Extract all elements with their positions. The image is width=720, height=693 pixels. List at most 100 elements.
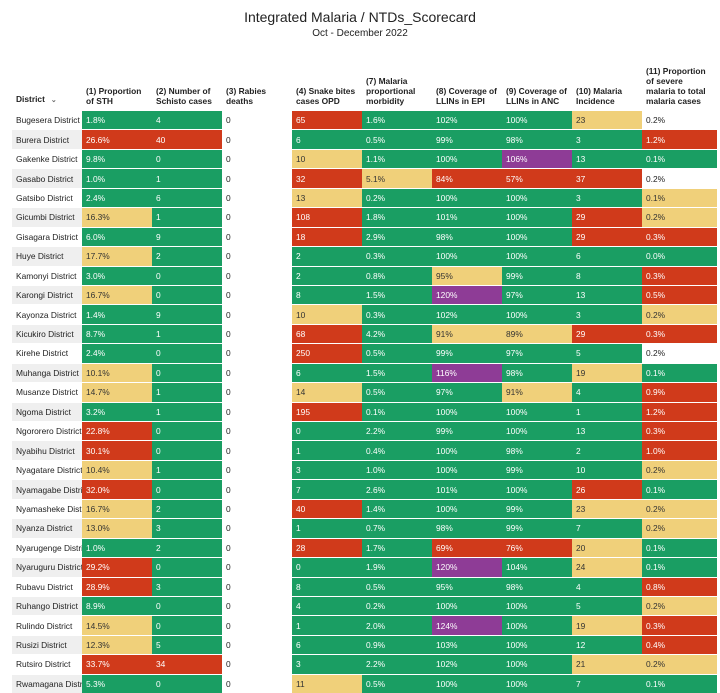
value-cell: 97% bbox=[502, 285, 572, 304]
column-header-label: (1) Proportion of STH bbox=[86, 86, 141, 106]
value-cell: 20 bbox=[572, 538, 642, 557]
value-cell: 40 bbox=[292, 499, 362, 518]
value-cell: 6 bbox=[292, 635, 362, 654]
value-cell: 24 bbox=[572, 558, 642, 577]
value-cell: 2.0% bbox=[362, 616, 432, 635]
value-cell: 1.6% bbox=[362, 111, 432, 130]
value-cell: 32.0% bbox=[82, 480, 152, 499]
value-cell: 0.2% bbox=[642, 344, 717, 363]
value-cell: 0 bbox=[222, 247, 292, 266]
value-cell: 0.3% bbox=[362, 247, 432, 266]
value-cell: 8.9% bbox=[82, 596, 152, 615]
value-cell: 2 bbox=[152, 538, 222, 557]
column-header-district[interactable]: District⌄ bbox=[12, 48, 82, 111]
value-cell: 100% bbox=[432, 402, 502, 421]
value-cell: 0 bbox=[222, 383, 292, 402]
district-cell: Nyarugenge District bbox=[12, 538, 82, 557]
value-cell: 2 bbox=[292, 266, 362, 285]
value-cell: 91% bbox=[502, 383, 572, 402]
value-cell: 100% bbox=[432, 674, 502, 693]
column-header-9: (11) Proportion of severe malaria to tot… bbox=[642, 48, 717, 111]
district-cell: Kirehe District bbox=[12, 344, 82, 363]
value-cell: 99% bbox=[432, 344, 502, 363]
value-cell: 102% bbox=[432, 111, 502, 130]
district-cell: Kicukiro District bbox=[12, 324, 82, 343]
district-cell: Musanze District bbox=[12, 383, 82, 402]
value-cell: 100% bbox=[432, 441, 502, 460]
column-header-8: (10) Malaria Incidence bbox=[572, 48, 642, 111]
scorecard-table-container: District⌄(1) Proportion of STH (2) Number… bbox=[12, 48, 717, 693]
value-cell: 0 bbox=[152, 674, 222, 693]
sort-icon[interactable]: ⌄ bbox=[51, 96, 57, 106]
value-cell: 100% bbox=[432, 596, 502, 615]
district-cell: Karongi District bbox=[12, 285, 82, 304]
district-cell: Gasabo District bbox=[12, 169, 82, 188]
district-cell: Nyabihu District bbox=[12, 441, 82, 460]
value-cell: 98% bbox=[502, 577, 572, 596]
district-cell: Rusizi District bbox=[12, 635, 82, 654]
value-cell: 0.5% bbox=[362, 130, 432, 149]
value-cell: 26.6% bbox=[82, 130, 152, 149]
value-cell: 100% bbox=[432, 247, 502, 266]
value-cell: 124% bbox=[432, 616, 502, 635]
value-cell: 1 bbox=[292, 519, 362, 538]
value-cell: 0 bbox=[152, 363, 222, 382]
value-cell: 0.5% bbox=[362, 577, 432, 596]
district-cell: Rulindo District bbox=[12, 616, 82, 635]
value-cell: 6.0% bbox=[82, 227, 152, 246]
value-cell: 3 bbox=[572, 305, 642, 324]
value-cell: 29 bbox=[572, 227, 642, 246]
value-cell: 0 bbox=[152, 285, 222, 304]
district-cell: Gisagara District bbox=[12, 227, 82, 246]
value-cell: 5.1% bbox=[362, 169, 432, 188]
value-cell: 0.5% bbox=[362, 674, 432, 693]
value-cell: 0 bbox=[222, 460, 292, 479]
value-cell: 3 bbox=[152, 519, 222, 538]
value-cell: 32 bbox=[292, 169, 362, 188]
value-cell: 8 bbox=[292, 285, 362, 304]
value-cell: 9.8% bbox=[82, 149, 152, 168]
value-cell: 23 bbox=[572, 499, 642, 518]
value-cell: 2.4% bbox=[82, 188, 152, 207]
table-row: Rwamagana District5.3%00110.5%100%100%70… bbox=[12, 674, 717, 693]
value-cell: 0.2% bbox=[642, 208, 717, 227]
value-cell: 99% bbox=[432, 130, 502, 149]
value-cell: 120% bbox=[432, 558, 502, 577]
value-cell: 0.2% bbox=[642, 519, 717, 538]
value-cell: 100% bbox=[502, 422, 572, 441]
value-cell: 11 bbox=[292, 674, 362, 693]
value-cell: 0 bbox=[152, 149, 222, 168]
value-cell: 0 bbox=[222, 130, 292, 149]
column-header-3: (3) Rabies deaths bbox=[222, 48, 292, 111]
value-cell: 3 bbox=[292, 460, 362, 479]
value-cell: 1 bbox=[292, 616, 362, 635]
value-cell: 0 bbox=[222, 285, 292, 304]
district-cell: Kamonyi District bbox=[12, 266, 82, 285]
value-cell: 1 bbox=[292, 441, 362, 460]
value-cell: 98% bbox=[432, 519, 502, 538]
value-cell: 10 bbox=[292, 149, 362, 168]
value-cell: 1.0% bbox=[82, 169, 152, 188]
value-cell: 0 bbox=[222, 402, 292, 421]
value-cell: 14.7% bbox=[82, 383, 152, 402]
value-cell: 19 bbox=[572, 363, 642, 382]
value-cell: 5 bbox=[572, 344, 642, 363]
value-cell: 6 bbox=[292, 363, 362, 382]
value-cell: 100% bbox=[502, 616, 572, 635]
column-header-label: (8) Coverage of LLINs in EPI bbox=[436, 86, 497, 106]
value-cell: 0 bbox=[292, 558, 362, 577]
value-cell: 1 bbox=[152, 169, 222, 188]
value-cell: 19 bbox=[572, 616, 642, 635]
value-cell: 2.4% bbox=[82, 344, 152, 363]
value-cell: 0.1% bbox=[642, 538, 717, 557]
value-cell: 0 bbox=[152, 596, 222, 615]
column-header-label: (2) Number of Schisto cases bbox=[156, 86, 212, 106]
value-cell: 68 bbox=[292, 324, 362, 343]
district-cell: Nyanza District bbox=[12, 519, 82, 538]
district-cell: Muhanga District bbox=[12, 363, 82, 382]
value-cell: 0 bbox=[222, 674, 292, 693]
value-cell: 0.3% bbox=[362, 305, 432, 324]
